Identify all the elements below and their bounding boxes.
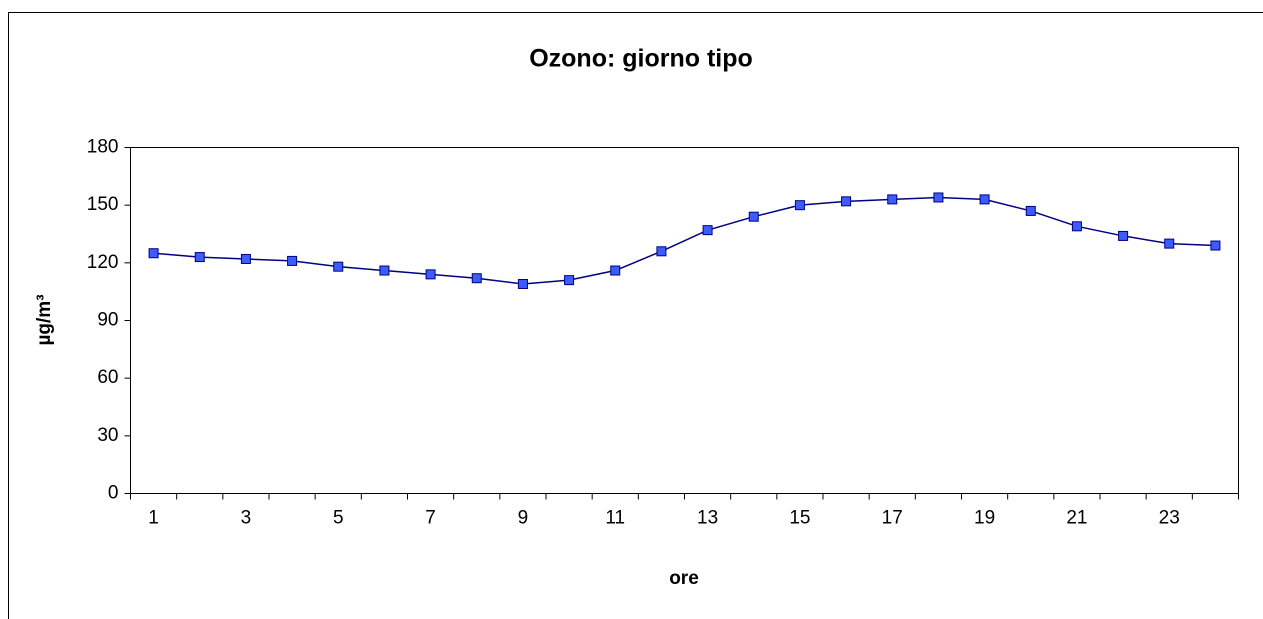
point-marker (148, 248, 159, 259)
point-marker (702, 225, 713, 236)
point-marker (564, 275, 575, 286)
y-tick-label: 120 (87, 252, 119, 273)
x-tick-label: 9 (518, 508, 529, 529)
x-axis-title: ore (669, 568, 699, 589)
point-marker (240, 253, 251, 264)
x-tick-label: 17 (882, 508, 903, 529)
y-tick-label: 0 (108, 483, 119, 504)
y-tick-label: 30 (97, 425, 118, 446)
chart-frame (8, 12, 1263, 619)
x-tick-label: 21 (1066, 508, 1087, 529)
point-marker (887, 194, 898, 205)
y-tick-label: 150 (87, 194, 119, 215)
point-marker (979, 194, 990, 205)
point-marker (471, 273, 482, 284)
point-marker (656, 246, 667, 257)
x-tick-label: 5 (333, 508, 344, 529)
x-tick-label: 3 (241, 508, 252, 529)
y-tick-label: 60 (97, 367, 118, 388)
x-tick-label: 1 (148, 508, 159, 529)
x-tick-label: 11 (605, 508, 625, 529)
y-tick-label: 180 (87, 137, 119, 158)
point-marker (748, 211, 759, 222)
x-tick-label: 23 (1159, 508, 1180, 529)
x-tick-label: 19 (974, 508, 995, 529)
point-marker (194, 252, 205, 263)
point-marker (379, 265, 390, 276)
point-marker (610, 265, 621, 276)
point-marker (425, 269, 436, 280)
point-marker (1164, 238, 1175, 249)
point-marker (1118, 230, 1129, 241)
chart-title: Ozono: giorno tipo (529, 45, 753, 73)
x-tick-label: 7 (425, 508, 436, 529)
y-axis-title: µg/m³ (34, 294, 55, 345)
series-line (153, 196, 1216, 285)
point-marker (933, 192, 944, 203)
x-tick-label: 15 (789, 508, 810, 529)
point-marker (1025, 205, 1036, 216)
point-marker (333, 261, 344, 272)
point-marker (517, 278, 528, 289)
point-marker (1071, 221, 1082, 232)
x-tick-label: 13 (697, 508, 718, 529)
point-marker (287, 255, 298, 266)
point-marker (841, 196, 852, 207)
point-marker (794, 200, 805, 211)
y-tick-label: 90 (97, 310, 118, 331)
point-marker (1210, 240, 1221, 251)
